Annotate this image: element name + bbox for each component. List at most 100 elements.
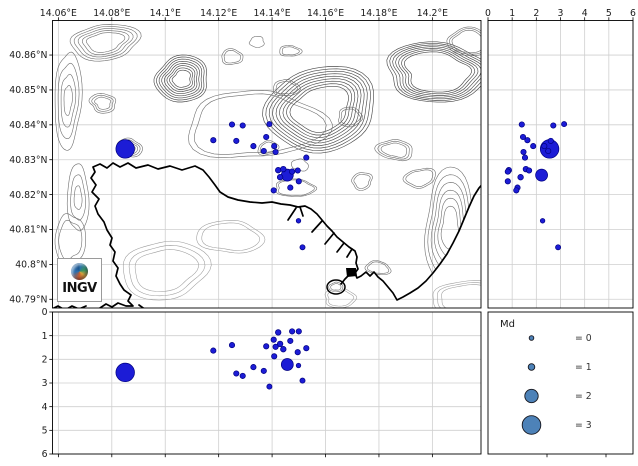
map-events [115,121,310,251]
right-section-events [504,121,568,251]
depth-tick-label: 3 [558,8,564,19]
earthquake-dot [271,143,278,150]
earthquake-dot [115,139,135,159]
earthquake-dot [517,174,524,181]
pier [336,242,345,253]
earthquake-dot [228,342,236,349]
legend-size-circle [528,335,535,341]
earthquake-dot [294,349,301,356]
lon-tick-label: 14.08°E [93,8,130,19]
earthquake-dot [270,336,277,343]
lat-tick-label: 40.86°N [9,50,47,61]
earthquake-dot [299,377,306,384]
earthquake-dot [287,337,294,344]
earthquake-dot [303,154,310,161]
earthquake-dot [275,329,282,336]
lon-tick-label: 14.1°E [150,8,181,19]
gridlines [52,20,634,454]
pier [138,304,145,308]
earthquake-dot [272,148,279,156]
pier [346,248,353,258]
depth-tick-label: 1 [42,331,48,342]
earthquake-dot [280,346,287,353]
earthquake-dot [228,121,236,128]
lat-tick-label: 40.84°N [9,120,47,131]
earthquake-dot [239,122,246,129]
earthquake-dot [524,137,531,144]
ingv-logo-text: INGV [62,281,97,296]
earthquake-dot [272,343,279,350]
earthquake-dot [541,143,548,150]
earthquake-dot [519,133,527,141]
earthquake-dot [299,244,306,251]
earthquake-dot [271,353,278,360]
earthquake-dot [239,372,246,379]
earthquake-dot [294,167,301,174]
earthquake-dot [530,143,537,150]
bottom-section-events [115,328,310,390]
earthquake-dot [504,168,511,175]
lon-tick-label: 14.16°E [307,8,344,19]
earthquake-dot [263,343,270,350]
legend-title: Md [500,319,515,330]
lon-tick-label: 14.2°E [417,8,448,19]
earthquake-dot [266,121,273,128]
pier [311,220,323,233]
depth-tick-label: 2 [533,8,539,19]
earthquake-dot [539,218,546,224]
earthquake-dot [233,137,240,144]
axes [49,17,634,458]
earthquake-dot [561,121,568,128]
lon-tick-label: 14.12°E [200,8,237,19]
earthquake-dot [518,121,525,128]
earthquake-dot [295,218,302,224]
depth-tick-label: 3 [42,378,48,389]
depth-tick-label: 4 [42,402,48,413]
depth-tick-label: 1 [509,8,515,19]
earthquake-dot [260,147,267,155]
earthquake-dot [521,154,529,161]
depth-tick-label: 2 [42,355,48,366]
earthquake-dot [513,187,520,194]
legend-item-label: = 3 [575,420,592,431]
depth-tick-label: 0 [42,307,48,318]
earthquake-dot [233,370,240,377]
lat-tick-label: 40.81°N [9,225,47,236]
earthquake-dot [266,383,273,390]
earthquake-dot [295,328,302,335]
earthquake-dot [535,168,548,182]
pier [52,305,87,308]
earthquake-dot [547,137,554,144]
earthquake-dot [289,168,296,175]
pier [299,206,304,217]
pier [287,207,297,221]
lon-tick-label: 14.06°E [40,8,77,19]
legend-item-label: = 1 [575,362,592,373]
topographic-contours [54,23,481,288]
earthquake-dot [210,137,217,144]
ingv-globe-icon [71,263,88,280]
lat-tick-label: 40.79°N [9,294,47,305]
earthquake-dot [276,174,284,181]
earthquake-dot [260,367,267,374]
earthquake-dot [210,347,217,354]
earthquake-dot [289,328,296,335]
earthquake-dot [504,178,511,185]
earthquake-dot [280,358,294,371]
earthquake-dot [550,122,557,129]
earthquake-dot [303,345,310,352]
legend-item-label: = 0 [575,333,592,344]
depth-tick-label: 5 [42,426,48,437]
lon-tick-label: 14.18°E [360,8,397,19]
legend-item-label: = 2 [575,391,592,402]
earthquake-dot [295,362,302,369]
depth-tick-label: 6 [42,449,48,460]
lat-tick-label: 40.85°N [9,85,47,96]
earthquake-dot [270,187,277,194]
earthquake-dot [520,148,527,156]
legend-size-circle [524,388,539,404]
coastline [52,162,481,308]
earthquake-dot [555,244,562,251]
